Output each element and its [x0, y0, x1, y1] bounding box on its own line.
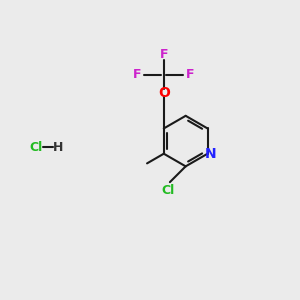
Text: N: N	[205, 147, 216, 161]
Text: F: F	[160, 48, 168, 61]
Text: F: F	[133, 68, 141, 82]
Text: F: F	[186, 68, 195, 82]
Text: Cl: Cl	[162, 184, 175, 197]
Text: Cl: Cl	[29, 140, 42, 154]
Text: H: H	[53, 140, 64, 154]
Text: O: O	[158, 86, 170, 100]
